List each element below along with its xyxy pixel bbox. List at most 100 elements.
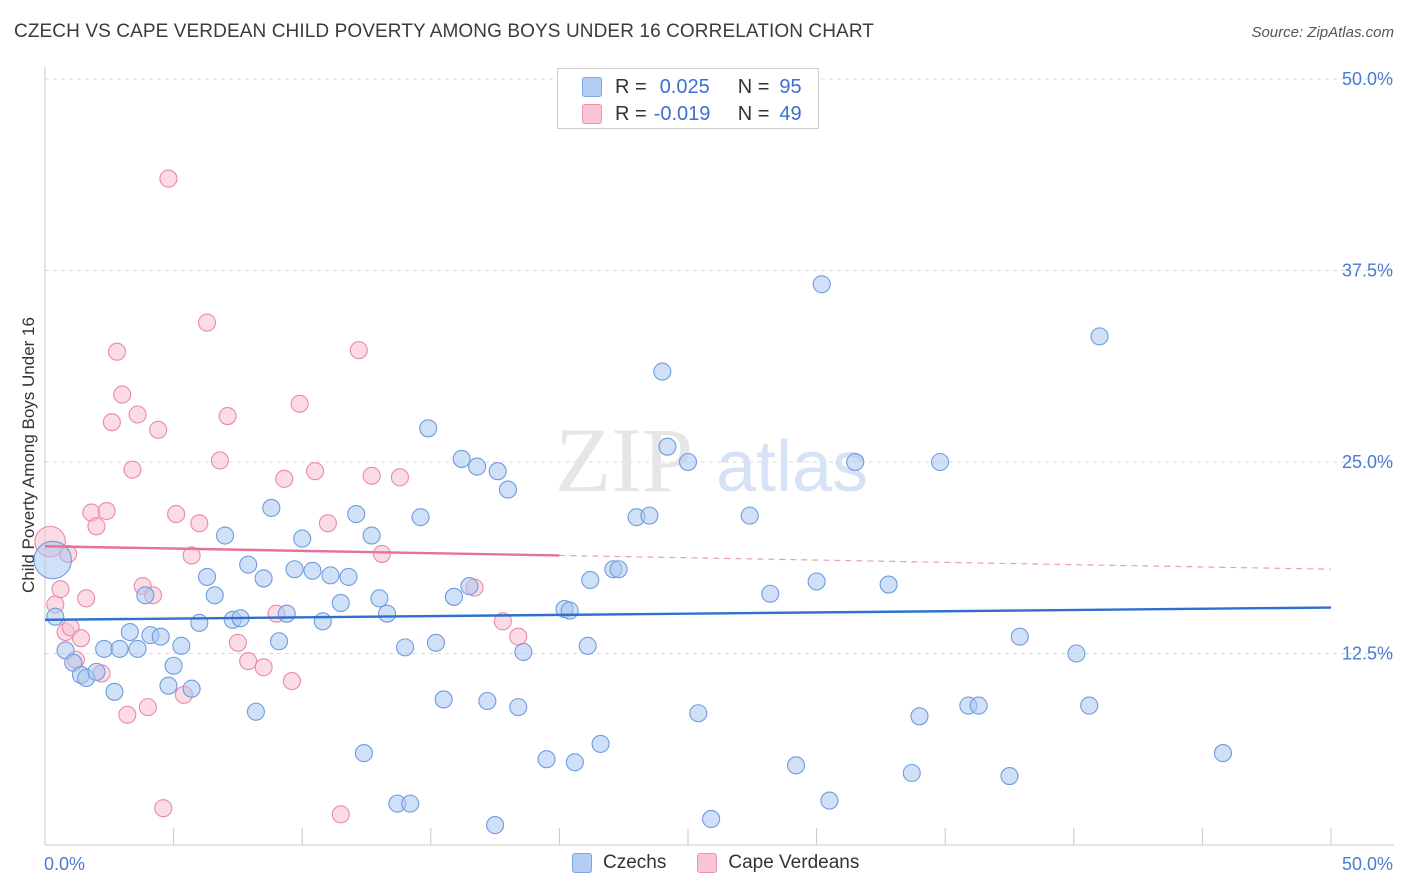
- czech-point: [426, 633, 445, 652]
- czech-point: [151, 627, 170, 646]
- y-axis-label: Child Poverty Among Boys Under 16: [19, 317, 38, 593]
- czech-point: [1000, 767, 1019, 786]
- cape-verdean-point: [71, 629, 91, 648]
- y-tick-label: 37.5%: [1342, 261, 1393, 281]
- cape-verdean-point: [390, 468, 409, 487]
- czech-point: [509, 698, 528, 717]
- czech-point: [658, 437, 677, 456]
- cape-verdean-point: [113, 385, 132, 404]
- legend-row-cape-verdeans: R = -0.019 N = 49: [582, 102, 802, 126]
- tick-labels: 12.5% 25.0% 37.5% 50.0% 0.0% 50.0%: [44, 69, 1393, 874]
- cape-verdean-point: [218, 406, 237, 426]
- cape-verdean-point: [349, 341, 368, 360]
- cape-verdean-point: [128, 405, 147, 424]
- czech-point: [786, 756, 806, 775]
- czech-point: [740, 506, 759, 525]
- czech-point: [678, 452, 698, 472]
- czech-point: [1213, 744, 1233, 763]
- czech-point: [128, 639, 147, 658]
- czech-point: [172, 636, 191, 655]
- czech-trend-line: [44, 606, 1332, 621]
- bottom-legend: Czechs Cape Verdeans: [572, 852, 890, 874]
- cape-verdean-point: [123, 460, 142, 479]
- cape-verdean-point: [210, 451, 229, 470]
- czech-point: [339, 567, 358, 586]
- czech-point: [902, 763, 921, 783]
- czech-point: [354, 744, 373, 763]
- czech-point: [1067, 644, 1086, 663]
- czech-point: [321, 566, 340, 585]
- czech-point: [105, 682, 124, 701]
- cape-verdean-point: [509, 627, 528, 646]
- czech-point: [591, 734, 610, 753]
- czech-point: [285, 560, 304, 579]
- czech-point: [689, 704, 708, 723]
- czech-point: [270, 632, 289, 651]
- czech-point: [46, 607, 65, 626]
- czech-point: [95, 639, 114, 658]
- bottom-legend-swatch-cape-verdeans: [697, 853, 718, 873]
- czech-point: [653, 362, 672, 381]
- czech-point: [702, 809, 721, 829]
- czech-point: [303, 561, 322, 580]
- cape-verdean-point: [182, 546, 201, 565]
- bottom-legend-cape-verdeans: Cape Verdeans: [697, 852, 859, 874]
- czech-point: [460, 577, 479, 596]
- cape-verdean-point: [228, 633, 247, 652]
- cape-verdean-point: [190, 514, 209, 533]
- x-tick-label: 50.0%: [1342, 854, 1393, 874]
- czech-point: [478, 691, 497, 711]
- czech-point: [1080, 696, 1099, 715]
- legend-r-label: R =: [615, 75, 647, 98]
- cape-verdean-point: [118, 705, 137, 724]
- legend-swatch-cape-verdeans: [582, 104, 602, 124]
- cape-verdean-point: [197, 313, 217, 332]
- trend-lines: [44, 545, 1332, 621]
- czech-point: [969, 696, 988, 715]
- czech-point: [560, 601, 579, 620]
- czech-point: [159, 676, 178, 695]
- czech-point: [87, 662, 106, 681]
- czech-point: [486, 816, 505, 835]
- czech-point: [347, 505, 366, 524]
- czech-point: [378, 604, 397, 623]
- czech-point: [879, 575, 898, 594]
- y-tick-label: 50.0%: [1342, 69, 1393, 89]
- cape-verdean-point: [362, 466, 381, 485]
- legend-row-czechs: R = 0.025 N = 95: [582, 75, 802, 99]
- czech-point: [277, 604, 296, 623]
- czech-point: [370, 589, 389, 608]
- czech-point: [262, 498, 281, 518]
- bottom-legend-label-czechs: Czechs: [603, 852, 667, 873]
- bottom-legend-swatch-czechs: [572, 853, 592, 873]
- x-tick-label: 0.0%: [44, 854, 85, 874]
- bottom-legend-czechs: Czechs: [572, 852, 666, 874]
- czech-point: [609, 560, 628, 579]
- y-tick-label: 25.0%: [1342, 452, 1393, 472]
- czech-point: [931, 452, 950, 472]
- czech-point: [444, 587, 463, 606]
- czech-point: [110, 639, 129, 658]
- czech-point: [331, 593, 350, 612]
- cape-verdean-point: [159, 169, 178, 188]
- cape-verdean-point: [87, 517, 106, 536]
- czech-point: [820, 791, 839, 810]
- cape-verdean-point: [77, 589, 96, 608]
- cape-verdean-point: [290, 394, 309, 413]
- czech-point: [33, 540, 72, 580]
- czech-point: [812, 275, 831, 294]
- cape-verdean-point: [493, 612, 512, 631]
- bottom-legend-label-cape-verdeans: Cape Verdeans: [728, 852, 860, 873]
- czech-point: [254, 569, 273, 588]
- cape-verdean-trend-line-dashed: [559, 554, 1332, 570]
- czech-point: [846, 452, 865, 472]
- legend-r-value: -0.019: [653, 102, 711, 125]
- czech-point: [910, 707, 929, 726]
- legend-r-label: R =: [615, 102, 647, 125]
- czech-point: [452, 449, 471, 468]
- y-tick-label: 12.5%: [1342, 644, 1393, 664]
- czech-point: [246, 702, 265, 721]
- czech-point: [164, 656, 183, 675]
- cape-verdean-point: [372, 544, 391, 563]
